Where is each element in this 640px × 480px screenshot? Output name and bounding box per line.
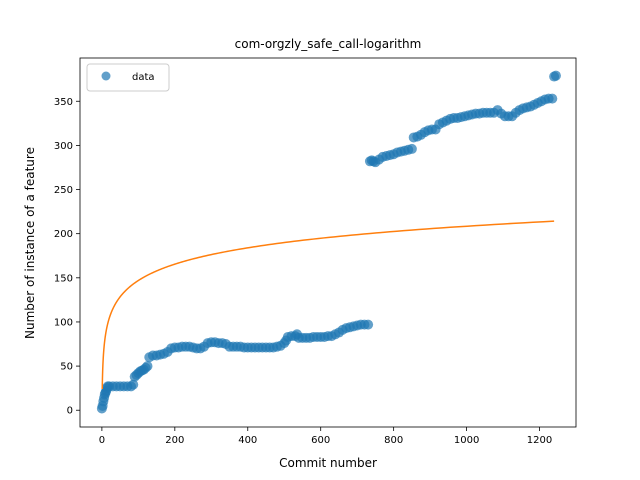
chart-title: com-orgzly_safe_call-logarithm <box>235 37 422 51</box>
y-tick-label: 50 <box>60 362 73 373</box>
y-tick-label: 350 <box>54 97 73 108</box>
data-point <box>406 143 417 154</box>
y-tick-label: 250 <box>54 185 73 196</box>
y-tick-label: 300 <box>54 141 73 152</box>
y-axis-ticks: 0 50 100 150 200 250 300 350 <box>54 97 80 417</box>
y-tick-label: 100 <box>54 317 73 328</box>
legend: data <box>86 63 170 92</box>
y-tick-label: 150 <box>54 273 73 284</box>
x-tick-label: 600 <box>311 435 330 446</box>
x-axis-label: Commit number <box>279 456 377 470</box>
legend-label-data: data <box>132 72 155 83</box>
data-point <box>363 319 374 330</box>
fit-line <box>101 220 555 390</box>
x-tick-label: 800 <box>384 435 403 446</box>
data-point <box>128 379 139 390</box>
data-point <box>142 361 153 372</box>
data-point <box>550 70 561 81</box>
legend-marker-data <box>101 71 111 81</box>
y-axis-label: Number of instance of a feature <box>23 147 37 339</box>
x-axis-ticks: 0 200 400 600 800 1000 1200 <box>99 427 552 446</box>
x-tick-label: 1000 <box>454 435 479 446</box>
y-tick-label: 0 <box>67 406 73 417</box>
plot-area <box>79 57 577 428</box>
x-tick-label: 0 <box>99 435 105 446</box>
data-point <box>547 93 558 104</box>
x-tick-label: 400 <box>238 435 257 446</box>
axes-frame <box>79 57 577 428</box>
legend-box <box>86 63 170 92</box>
y-tick-label: 200 <box>54 229 73 240</box>
x-tick-label: 200 <box>165 435 184 446</box>
x-tick-label: 1200 <box>527 435 552 446</box>
